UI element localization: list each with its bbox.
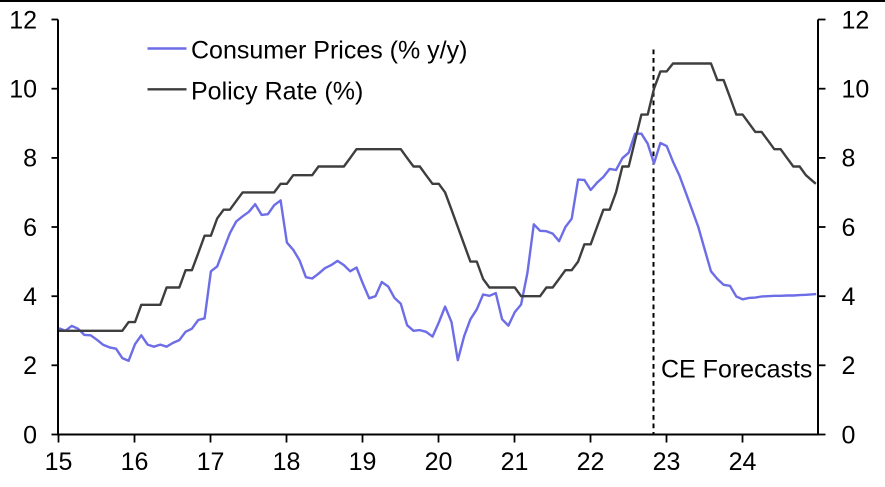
svg-text:12: 12: [9, 6, 37, 34]
svg-text:4: 4: [23, 283, 37, 311]
svg-text:0: 0: [23, 421, 37, 449]
svg-text:24: 24: [729, 448, 757, 476]
svg-text:16: 16: [121, 448, 149, 476]
svg-text:10: 10: [842, 76, 870, 104]
svg-text:15: 15: [45, 448, 73, 476]
svg-text:8: 8: [842, 145, 856, 173]
svg-text:23: 23: [653, 448, 681, 476]
svg-text:Consumer Prices (% y/y): Consumer Prices (% y/y): [191, 37, 467, 65]
svg-text:21: 21: [501, 448, 529, 476]
svg-text:Policy Rate (%): Policy Rate (%): [191, 77, 363, 105]
svg-text:10: 10: [9, 76, 37, 104]
svg-text:2: 2: [842, 352, 856, 380]
svg-text:18: 18: [273, 448, 301, 476]
svg-text:6: 6: [842, 214, 856, 242]
svg-text:CE Forecasts: CE Forecasts: [661, 356, 812, 384]
svg-text:0: 0: [842, 421, 856, 449]
svg-text:17: 17: [197, 448, 225, 476]
svg-text:20: 20: [425, 448, 453, 476]
svg-text:12: 12: [842, 6, 870, 34]
svg-text:4: 4: [842, 283, 856, 311]
svg-text:2: 2: [23, 352, 37, 380]
svg-text:22: 22: [577, 448, 605, 476]
svg-text:6: 6: [23, 214, 37, 242]
svg-text:19: 19: [349, 448, 377, 476]
svg-text:8: 8: [23, 145, 37, 173]
